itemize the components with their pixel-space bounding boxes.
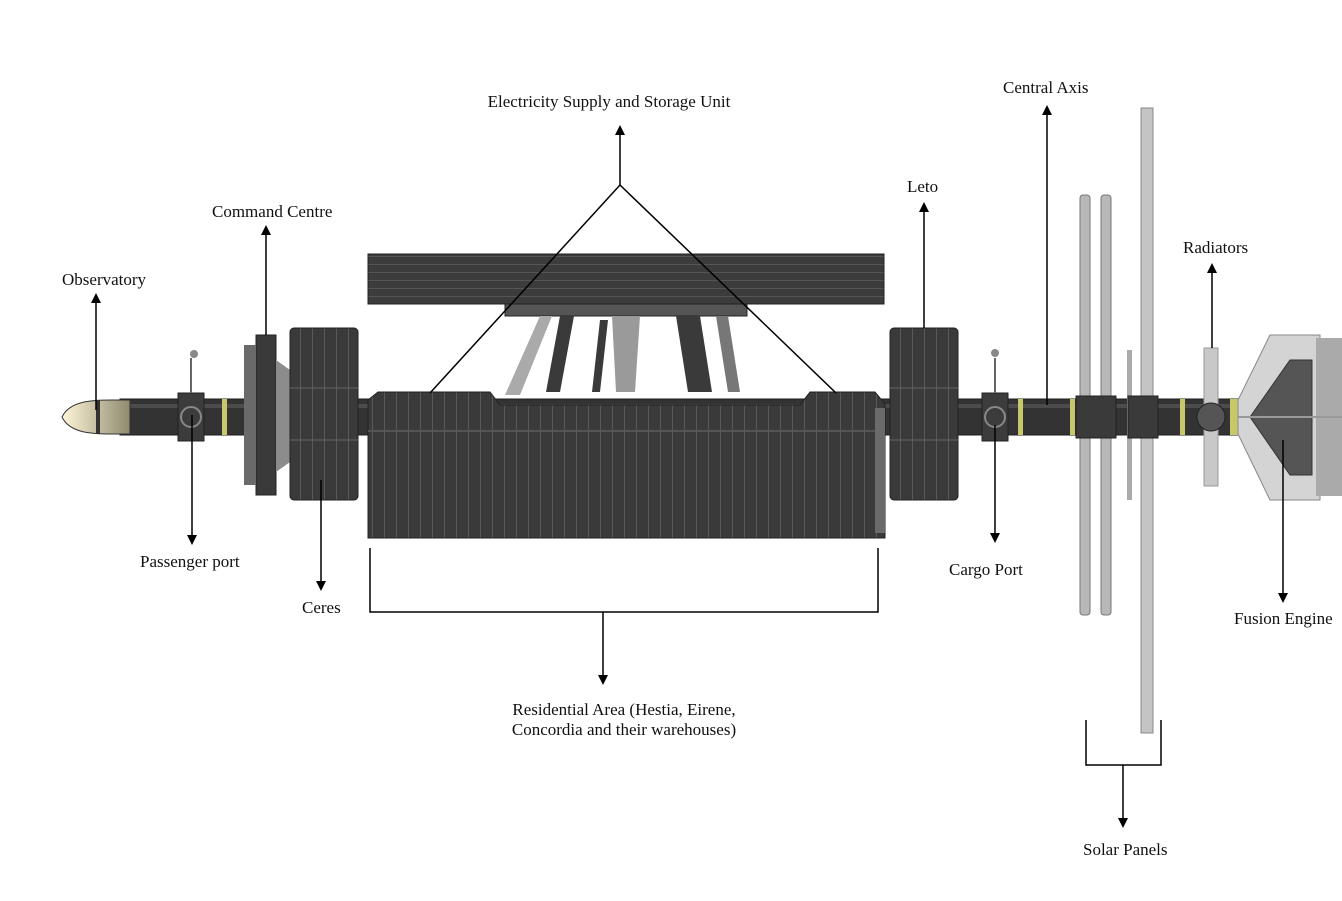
annotation-lines [91, 105, 1288, 828]
passenger-port-module [177, 350, 227, 442]
label-residential-area: Residential Area (Hestia, Eirene, Concor… [511, 700, 737, 739]
label-leto: Leto [907, 177, 939, 196]
label-command-centre: Command Centre [212, 202, 333, 221]
residential-bracket [369, 548, 879, 613]
radiators-module [1196, 347, 1226, 487]
residential-area-module [367, 391, 886, 539]
label-solar-panels: Solar Panels [1083, 840, 1168, 859]
label-ceres: Ceres [302, 598, 341, 617]
command-centre-module [244, 334, 290, 496]
label-passenger-port: Passenger port [140, 552, 240, 571]
label-electricity-supply: Electricity Supply and Storage Unit [487, 92, 731, 111]
label-central-axis: Central Axis [1003, 78, 1089, 97]
observatory-module [61, 399, 131, 435]
electricity-right-leader [619, 184, 837, 394]
fusion-engine-module [1230, 334, 1342, 501]
label-fusion-engine: Fusion Engine [1234, 609, 1333, 628]
leto-module [889, 327, 959, 501]
label-observatory: Observatory [62, 270, 147, 289]
ceres-module [289, 327, 359, 501]
solar-panels-module [1075, 107, 1159, 734]
electricity-supply-unit [367, 253, 885, 395]
label-cargo-port: Cargo Port [949, 560, 1023, 579]
label-radiators: Radiators [1183, 238, 1249, 257]
electricity-left-leader [429, 184, 621, 394]
